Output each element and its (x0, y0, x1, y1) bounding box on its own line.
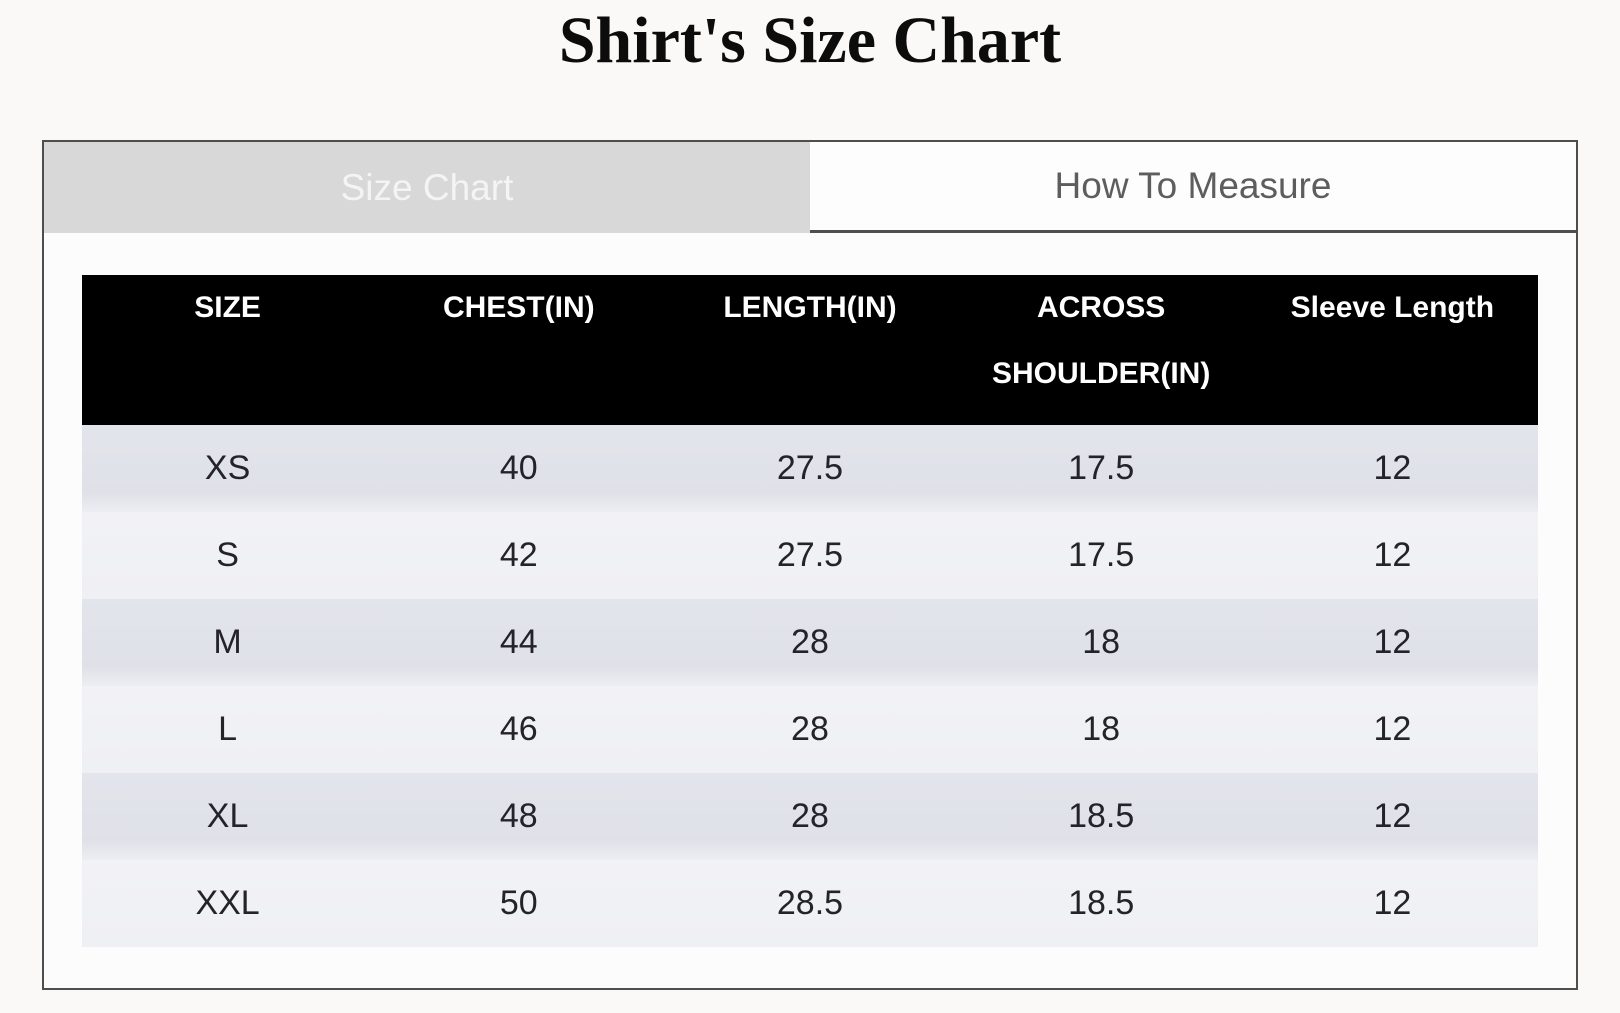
table-cell: 18 (1082, 710, 1121, 748)
table-cell: 44 (499, 623, 538, 661)
table-row: M 44 28 18 12 (82, 599, 1538, 686)
col-header-length: LENGTH(IN) (664, 275, 956, 425)
table-cell: 28.5 (776, 884, 844, 922)
col-header-across-shoulder: ACROSS SHOULDER(IN) (955, 275, 1247, 425)
table-cell: S (216, 536, 239, 574)
tab-bar: Size Chart How To Measure (44, 142, 1576, 233)
table-cell: 12 (1373, 623, 1412, 661)
table-cell: 46 (499, 710, 538, 748)
size-chart-panel: Size Chart How To Measure SIZE CHEST(IN)… (42, 140, 1578, 990)
table-cell: 48 (499, 797, 538, 835)
table-cell: 12 (1373, 710, 1412, 748)
table-cell: 12 (1373, 449, 1412, 487)
table-cell: 18.5 (1068, 797, 1135, 835)
page-title: Shirt's Size Chart (558, 4, 1062, 77)
table-cell: 42 (499, 536, 538, 574)
table-cell: L (218, 710, 238, 748)
size-table: SIZE CHEST(IN) LENGTH(IN) ACROSS SHOULDE… (82, 275, 1538, 947)
col-header-chest: CHEST(IN) (373, 275, 665, 425)
table-header-row: SIZE CHEST(IN) LENGTH(IN) ACROSS SHOULDE… (82, 275, 1538, 425)
table-row: XXL 50 28.5 18.5 12 (82, 860, 1538, 947)
table-cell: 17.5 (1068, 536, 1135, 574)
table-cell: 18 (1082, 623, 1121, 661)
table-cell: 18.5 (1068, 884, 1135, 922)
table-row: XL 48 28 18.5 12 (82, 773, 1538, 860)
table-cell: 17.5 (1068, 449, 1135, 487)
table-cell: XXL (195, 884, 260, 922)
col-header-size: SIZE (82, 275, 374, 425)
size-table-body: XS 40 27.5 17.5 12 S 42 27.5 17.5 12 M 44 28 18 12 L 46 2… (82, 425, 1538, 947)
table-cell: 28 (791, 623, 829, 661)
table-row: L 46 28 18 12 (82, 686, 1538, 773)
table-cell: 28 (791, 797, 829, 835)
table-cell: XS (204, 449, 251, 487)
table-row: S 42 27.5 17.5 12 (82, 512, 1538, 599)
size-chart-content: SIZE CHEST(IN) LENGTH(IN) ACROSS SHOULDE… (44, 233, 1576, 947)
table-cell: 27.5 (776, 536, 844, 574)
table-cell: 27.5 (776, 449, 844, 487)
table-cell: 50 (499, 884, 538, 922)
table-cell: 12 (1373, 536, 1412, 574)
tab-how-to-measure[interactable]: How To Measure (810, 142, 1576, 233)
col-header-sleeve-length: Sleeve Length (1246, 275, 1538, 425)
table-cell: 28 (791, 710, 829, 748)
table-cell: 12 (1373, 797, 1412, 835)
table-cell: M (213, 623, 242, 661)
table-row: XS 40 27.5 17.5 12 (82, 425, 1538, 512)
table-cell: 40 (499, 449, 538, 487)
table-cell: XL (206, 797, 249, 835)
tab-size-chart[interactable]: Size Chart (44, 142, 810, 233)
table-cell: 12 (1373, 884, 1412, 922)
